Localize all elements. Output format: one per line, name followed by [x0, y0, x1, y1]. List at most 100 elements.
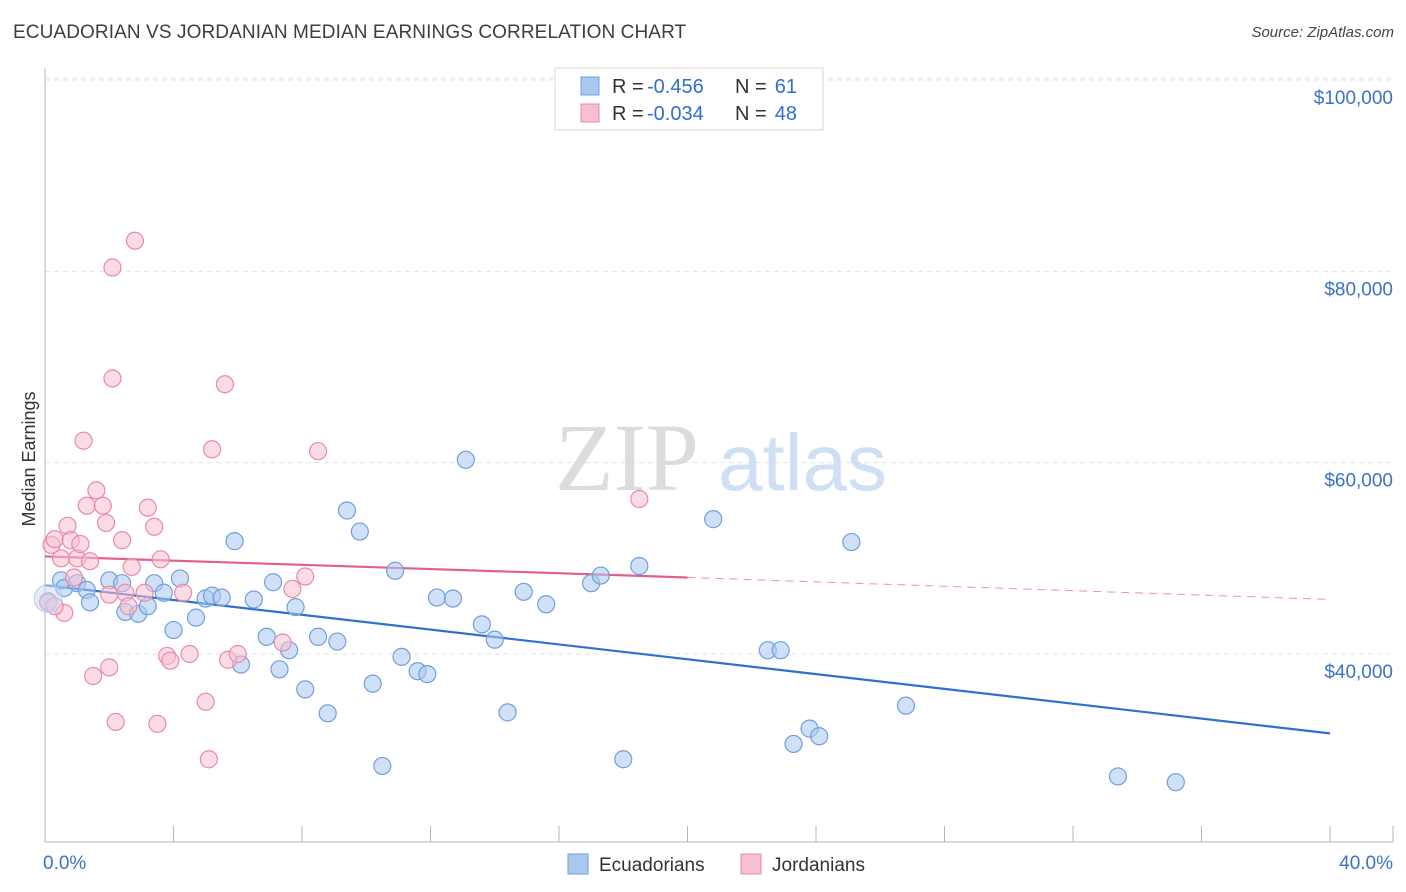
legend-swatch	[580, 103, 600, 123]
jordanian-point	[125, 231, 145, 250]
jordanian-point	[122, 557, 141, 577]
jordanian-point	[215, 375, 234, 394]
ecuadorian-point	[263, 573, 283, 592]
legend-n-label: N =	[735, 76, 767, 98]
jordanian-point	[103, 258, 122, 277]
ecuadorian-point	[514, 582, 533, 601]
legend-r-label: R =	[612, 76, 644, 98]
jordanian-point	[228, 644, 247, 664]
jordanian-point	[161, 651, 180, 670]
ecuadorian-point	[443, 589, 463, 608]
jordanian-point	[93, 496, 112, 515]
jordanian-point	[45, 530, 64, 549]
jordanian-point	[283, 579, 302, 599]
jordanian-point	[196, 692, 215, 711]
series-legend-swatch	[567, 853, 589, 875]
chart-source: Source: ZipAtlas.com	[1251, 24, 1394, 41]
jordanian-point	[308, 442, 328, 461]
chart-title: ECUADORIAN VS JORDANIAN MEDIAN EARNINGS …	[13, 22, 687, 43]
watermark-zip: ZIP	[555, 404, 699, 511]
ecuadorian-point	[212, 588, 231, 607]
ecuadorian-point	[896, 696, 916, 715]
ecuadorian-point	[164, 620, 183, 640]
ecuadorian-point	[630, 556, 649, 576]
ecuadorian-point	[614, 750, 633, 769]
jordanian-point	[71, 534, 90, 554]
ecuadorian-point	[296, 680, 315, 699]
ecuadorian-point	[842, 532, 861, 552]
ecuadorian-point	[80, 593, 100, 612]
ecuadorian-point	[308, 627, 328, 646]
jordanian-point	[106, 712, 125, 732]
y-tick-label: $100,000	[1314, 88, 1393, 109]
jordanian-point	[100, 658, 119, 677]
legend-n-value: 48	[775, 103, 797, 125]
ecuadorian-point	[1166, 773, 1185, 792]
y-axis-label: Median Earnings	[19, 391, 39, 526]
data-points	[33, 231, 1185, 792]
ecuadorian-point	[537, 595, 556, 614]
ecuadorian-trend-line	[44, 584, 1331, 735]
y-tick-label: $60,000	[1324, 471, 1393, 492]
series-legend-swatch	[740, 853, 762, 875]
ecuadorian-point	[270, 660, 289, 679]
jordanian-point	[64, 568, 84, 587]
legend-r-value: -0.456	[647, 76, 704, 98]
ecuadorian-point	[498, 703, 517, 722]
axes	[44, 68, 1394, 843]
ecuadorian-point	[771, 641, 790, 660]
jordanian-point	[273, 633, 292, 652]
jordanian-point	[151, 550, 170, 569]
ecuadorian-point	[591, 566, 610, 585]
ecuadorian-point	[286, 598, 305, 617]
ecuadorian-point	[244, 590, 263, 609]
x-tick-label-min: 0.0%	[43, 853, 86, 874]
jordanian-point	[112, 531, 132, 550]
legend-n-label: N =	[735, 103, 767, 125]
legend-r-value: -0.034	[647, 103, 704, 125]
ecuadorian-point	[225, 532, 244, 551]
jordanian-point	[80, 552, 100, 571]
ecuadorian-point	[485, 630, 504, 649]
correlation-legend: R = -0.456 N = 61 R = -0.034 N = 48	[554, 67, 824, 131]
jordanian-point	[74, 431, 93, 450]
ecuadorian-point	[350, 522, 369, 541]
ecuadorian-point	[418, 664, 437, 684]
ecuadorian-point	[337, 501, 357, 520]
ecuadorian-point	[318, 704, 337, 723]
jordanian-point	[51, 549, 71, 568]
ecuadorian-point	[386, 561, 405, 580]
watermark: ZIP atlas	[555, 404, 887, 511]
legend-n-value: 61	[775, 76, 797, 98]
watermark-atlas: atlas	[718, 418, 887, 507]
jordanian-point	[199, 750, 218, 769]
jordanian-point	[103, 369, 122, 388]
ecuadorian-point	[373, 756, 392, 776]
jordanian-point	[148, 714, 167, 733]
ecuadorian-point	[472, 615, 491, 634]
y-tick-labels: $100,000 $80,000 $60,000 $40,000	[1314, 88, 1393, 683]
jordanian-trend-extension	[687, 576, 1331, 600]
ecuadorian-point	[427, 588, 447, 607]
jordanian-point	[296, 567, 315, 586]
jordanian-point	[630, 489, 649, 509]
ecuadorian-point	[456, 450, 475, 469]
y-tick-label: $40,000	[1324, 662, 1393, 683]
ecuadorian-point	[154, 583, 173, 602]
ecuadorian-point	[392, 647, 411, 666]
ecuadorian-point	[784, 734, 803, 754]
ecuadorian-point	[704, 510, 723, 529]
jordanian-point	[100, 585, 119, 604]
jordanian-point	[84, 666, 103, 686]
jordanian-point	[138, 498, 157, 517]
ecuadorian-point-cluster	[33, 584, 63, 614]
ecuadorian-point	[186, 608, 206, 627]
jordanian-point	[174, 583, 193, 602]
jordanian-point	[119, 597, 138, 616]
x-tick-label-max: 40.0%	[1339, 853, 1393, 874]
grid-lines	[45, 77, 1393, 655]
jordanian-point	[87, 481, 106, 500]
y-tick-label: $80,000	[1324, 279, 1393, 300]
series-legend-label: Jordanians	[772, 855, 865, 876]
